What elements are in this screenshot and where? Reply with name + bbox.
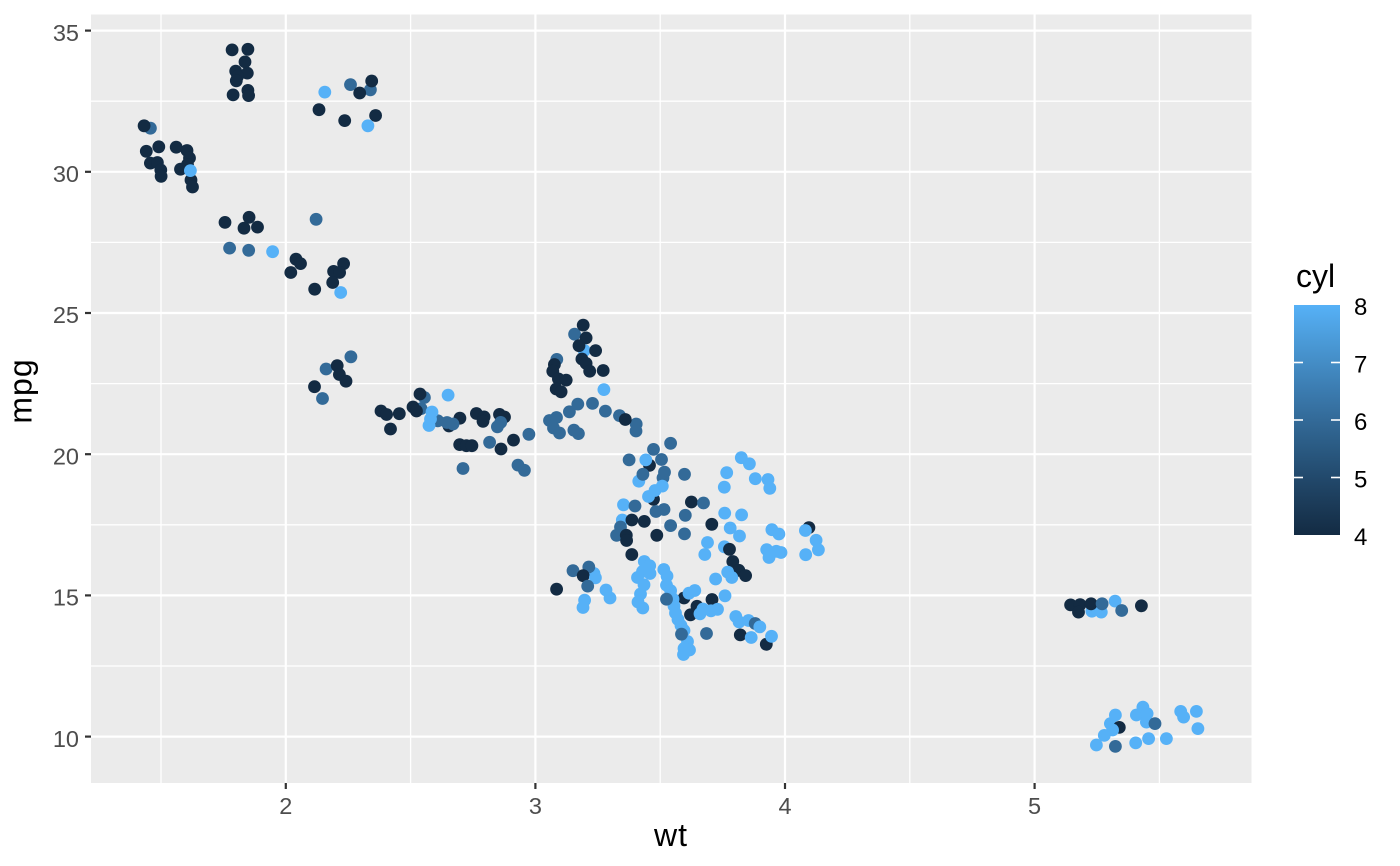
svg-text:4: 4 [1354,524,1367,551]
svg-text:mpg: mpg [3,358,39,423]
svg-text:3: 3 [529,793,542,819]
svg-text:wt: wt [653,817,688,853]
svg-text:15: 15 [53,585,79,611]
svg-text:5: 5 [1354,467,1367,494]
svg-text:35: 35 [53,20,79,46]
svg-text:25: 25 [53,302,79,328]
svg-text:7: 7 [1354,352,1367,379]
svg-text:6: 6 [1354,409,1367,436]
svg-text:cyl: cyl [1296,258,1335,294]
svg-text:10: 10 [53,726,79,752]
svg-text:20: 20 [53,443,79,469]
svg-text:5: 5 [1028,793,1041,819]
svg-text:8: 8 [1354,294,1367,321]
svg-text:2: 2 [279,793,292,819]
svg-text:30: 30 [53,161,79,187]
svg-text:4: 4 [778,793,791,819]
